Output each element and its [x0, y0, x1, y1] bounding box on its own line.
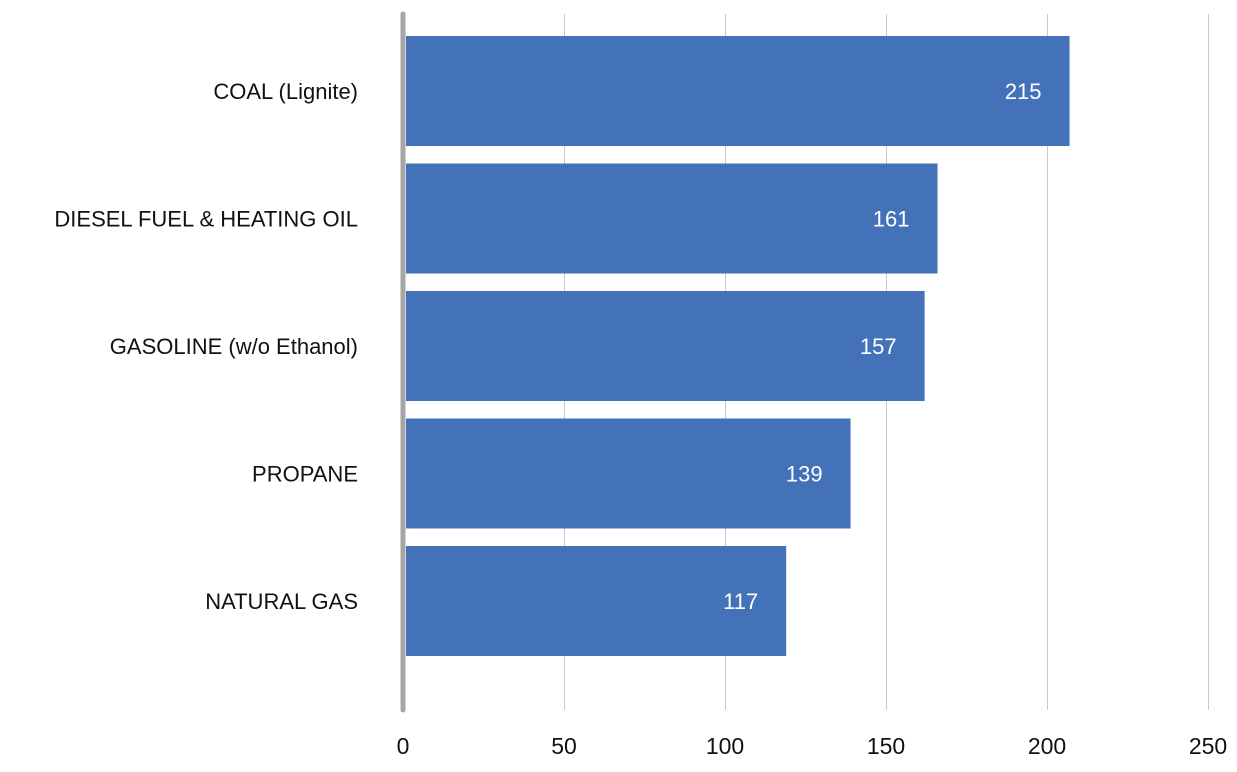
category-label-4: PROPANE: [252, 462, 358, 487]
data-label-3: 157: [860, 334, 897, 359]
data-label-2: 161: [873, 207, 910, 232]
x-tick-label-200: 200: [1028, 733, 1066, 759]
data-label-1: 215: [1005, 79, 1042, 104]
category-label-5: NATURAL GAS: [205, 589, 358, 614]
x-tick-label-250: 250: [1189, 733, 1227, 759]
x-tick-label-150: 150: [867, 733, 905, 759]
category-label-1: COAL (Lignite): [213, 79, 358, 104]
data-label-5: 117: [723, 589, 758, 614]
data-label-4: 139: [786, 462, 823, 487]
category-label-2: DIESEL FUEL & HEATING OIL: [54, 207, 358, 232]
bar-4: [406, 418, 851, 529]
bar-5: [406, 546, 787, 656]
bar-2: [406, 163, 938, 274]
x-tick-label-0: 0: [397, 733, 410, 759]
x-tick-labels: 0 50 100 150 200 250: [397, 733, 1228, 759]
x-tick-label-100: 100: [706, 733, 744, 759]
bar-1: [406, 36, 1070, 146]
category-label-3: GASOLINE (w/o Ethanol): [110, 334, 358, 359]
bars: 215 161 157 139 117: [406, 36, 1070, 656]
x-tick-label-50: 50: [551, 733, 577, 759]
bar-3: [406, 291, 925, 401]
category-labels: COAL (Lignite) DIESEL FUEL & HEATING OIL G…: [54, 79, 358, 614]
